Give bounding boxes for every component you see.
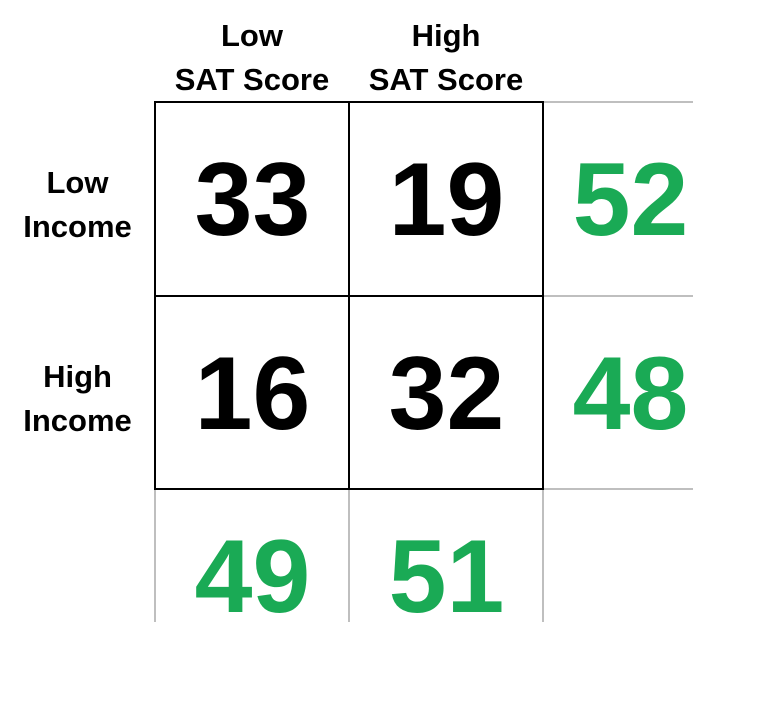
row-header-line: High <box>43 359 112 394</box>
row-header-low-income: Low Income <box>0 161 155 249</box>
row-total-high-income: 48 <box>572 335 689 452</box>
main-grid-lines <box>154 101 544 490</box>
cell-low-income-low-sat: 33 <box>194 141 311 258</box>
column-header-line: SAT Score <box>368 62 524 97</box>
light-grid-lines <box>154 101 693 622</box>
cell-low-income-high-sat: 19 <box>388 141 505 258</box>
column-header-line: High <box>411 18 481 53</box>
column-header-low-sat: Low SAT Score <box>155 14 349 102</box>
column-header-line: SAT Score <box>174 62 330 97</box>
cell-high-income-low-sat: 16 <box>194 335 311 452</box>
column-header-high-sat: High SAT Score <box>349 14 543 102</box>
row-header-line: Low <box>46 165 109 200</box>
column-header-line: Low <box>221 18 283 53</box>
cell-high-income-high-sat: 32 <box>388 335 505 452</box>
column-total-high-sat: 51 <box>388 518 505 635</box>
row-header-line: Income <box>23 403 132 438</box>
column-total-low-sat: 49 <box>194 518 311 635</box>
row-header-line: Income <box>23 209 132 244</box>
row-header-high-income: High Income <box>0 355 155 443</box>
row-total-low-income: 52 <box>572 141 689 258</box>
